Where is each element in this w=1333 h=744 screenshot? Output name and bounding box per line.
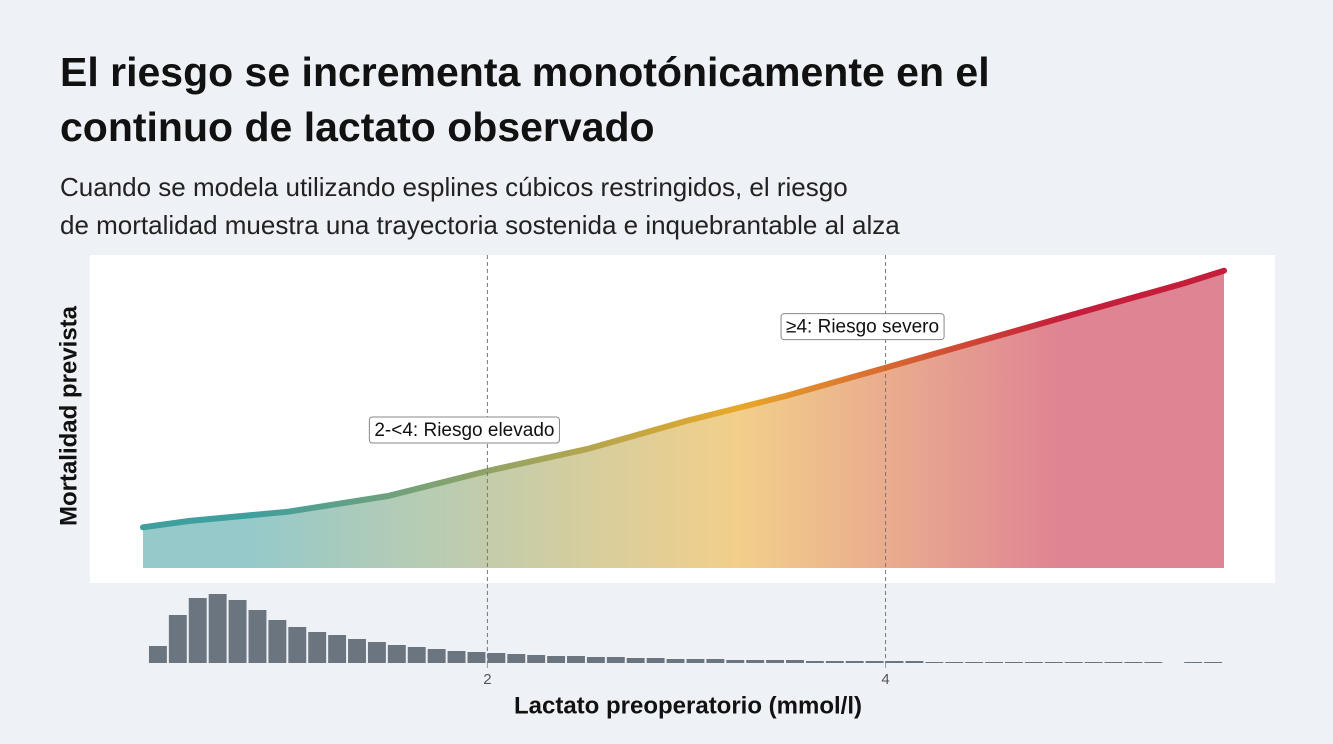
- histogram-bar: [208, 594, 227, 663]
- annotation-box: [368, 416, 560, 444]
- histogram-bar: [447, 651, 466, 663]
- histogram-bar: [1024, 662, 1043, 663]
- histogram-bar: [965, 662, 984, 663]
- histogram-bar: [1044, 662, 1063, 663]
- histogram-bar: [308, 632, 327, 663]
- histogram-bar: [328, 635, 347, 663]
- histogram-bar: [1204, 662, 1222, 663]
- subtitle-line: de mortalidad muestra una trayectoria so…: [60, 210, 900, 240]
- title-line: El riesgo se incrementa monotónicamente …: [60, 49, 990, 95]
- histogram-bar: [646, 658, 665, 663]
- histogram-bar: [925, 662, 944, 663]
- histogram-bar: [487, 653, 506, 663]
- histogram-bar: [905, 661, 924, 663]
- title-line: continuo de lactato observado: [60, 104, 655, 150]
- histogram-bar: [1104, 662, 1123, 663]
- histogram-bar: [1064, 662, 1083, 663]
- histogram-bar: [865, 661, 884, 663]
- histogram-bar: [427, 649, 446, 663]
- x-tick-label: 4: [881, 671, 889, 688]
- risk-line: [140, 267, 1227, 531]
- histogram-bar: [626, 658, 645, 663]
- histogram-bar: [726, 660, 745, 663]
- area: [143, 270, 1224, 568]
- histogram-bar: [1084, 662, 1103, 663]
- histogram-bar: [1005, 662, 1023, 663]
- histogram-bar: [268, 620, 287, 663]
- histogram-bar: [686, 659, 705, 663]
- histogram-bar: [945, 662, 964, 663]
- histogram-bar: [746, 660, 765, 663]
- histogram-bar: [586, 657, 605, 663]
- annotation-box: [780, 313, 945, 341]
- subtitle-line: Cuando se modela utilizando esplines cúb…: [60, 172, 848, 202]
- x-axis-label: Lactato preoperatorio (mmol/l): [514, 692, 862, 719]
- annotation-label: ≥4: Riesgo severo: [786, 317, 939, 338]
- histogram-bar: [786, 660, 804, 663]
- histogram-bar: [248, 610, 267, 663]
- histogram-bar: [1184, 662, 1203, 663]
- histogram-bar: [547, 656, 566, 663]
- histogram-bar: [348, 639, 366, 663]
- histogram-bar: [845, 661, 864, 663]
- histogram-bar: [407, 647, 426, 663]
- annotation: ≥4: Riesgo severo: [780, 313, 945, 341]
- annotation-label: 2-<4: Riesgo elevado: [374, 420, 554, 441]
- histogram-bar: [288, 627, 307, 663]
- histogram-bar: [666, 659, 685, 663]
- histogram-bar: [148, 646, 167, 663]
- histogram-bar: [885, 661, 904, 663]
- x-tick-label: 2: [483, 671, 491, 688]
- histogram-bar: [168, 615, 187, 663]
- histogram-bar: [766, 660, 785, 663]
- histogram-bar: [606, 657, 625, 663]
- histogram-bar: [567, 656, 585, 663]
- histogram-bar: [805, 661, 824, 663]
- histogram-bar: [387, 645, 406, 663]
- histogram-bar: [467, 652, 486, 663]
- histogram-bar: [1144, 662, 1163, 663]
- histogram-bar: [228, 600, 247, 663]
- annotation: 2-<4: Riesgo elevado: [368, 416, 560, 444]
- histogram-bar: [367, 642, 386, 663]
- histogram-bar: [507, 654, 526, 663]
- histogram-bar: [188, 598, 207, 663]
- histogram-bar: [1124, 662, 1143, 663]
- histogram-bar: [825, 661, 844, 663]
- histogram-bar: [706, 659, 725, 663]
- histogram-bar: [527, 655, 546, 663]
- y-axis-label: Mortalidad prevista: [55, 305, 82, 526]
- histogram-bar: [985, 662, 1004, 663]
